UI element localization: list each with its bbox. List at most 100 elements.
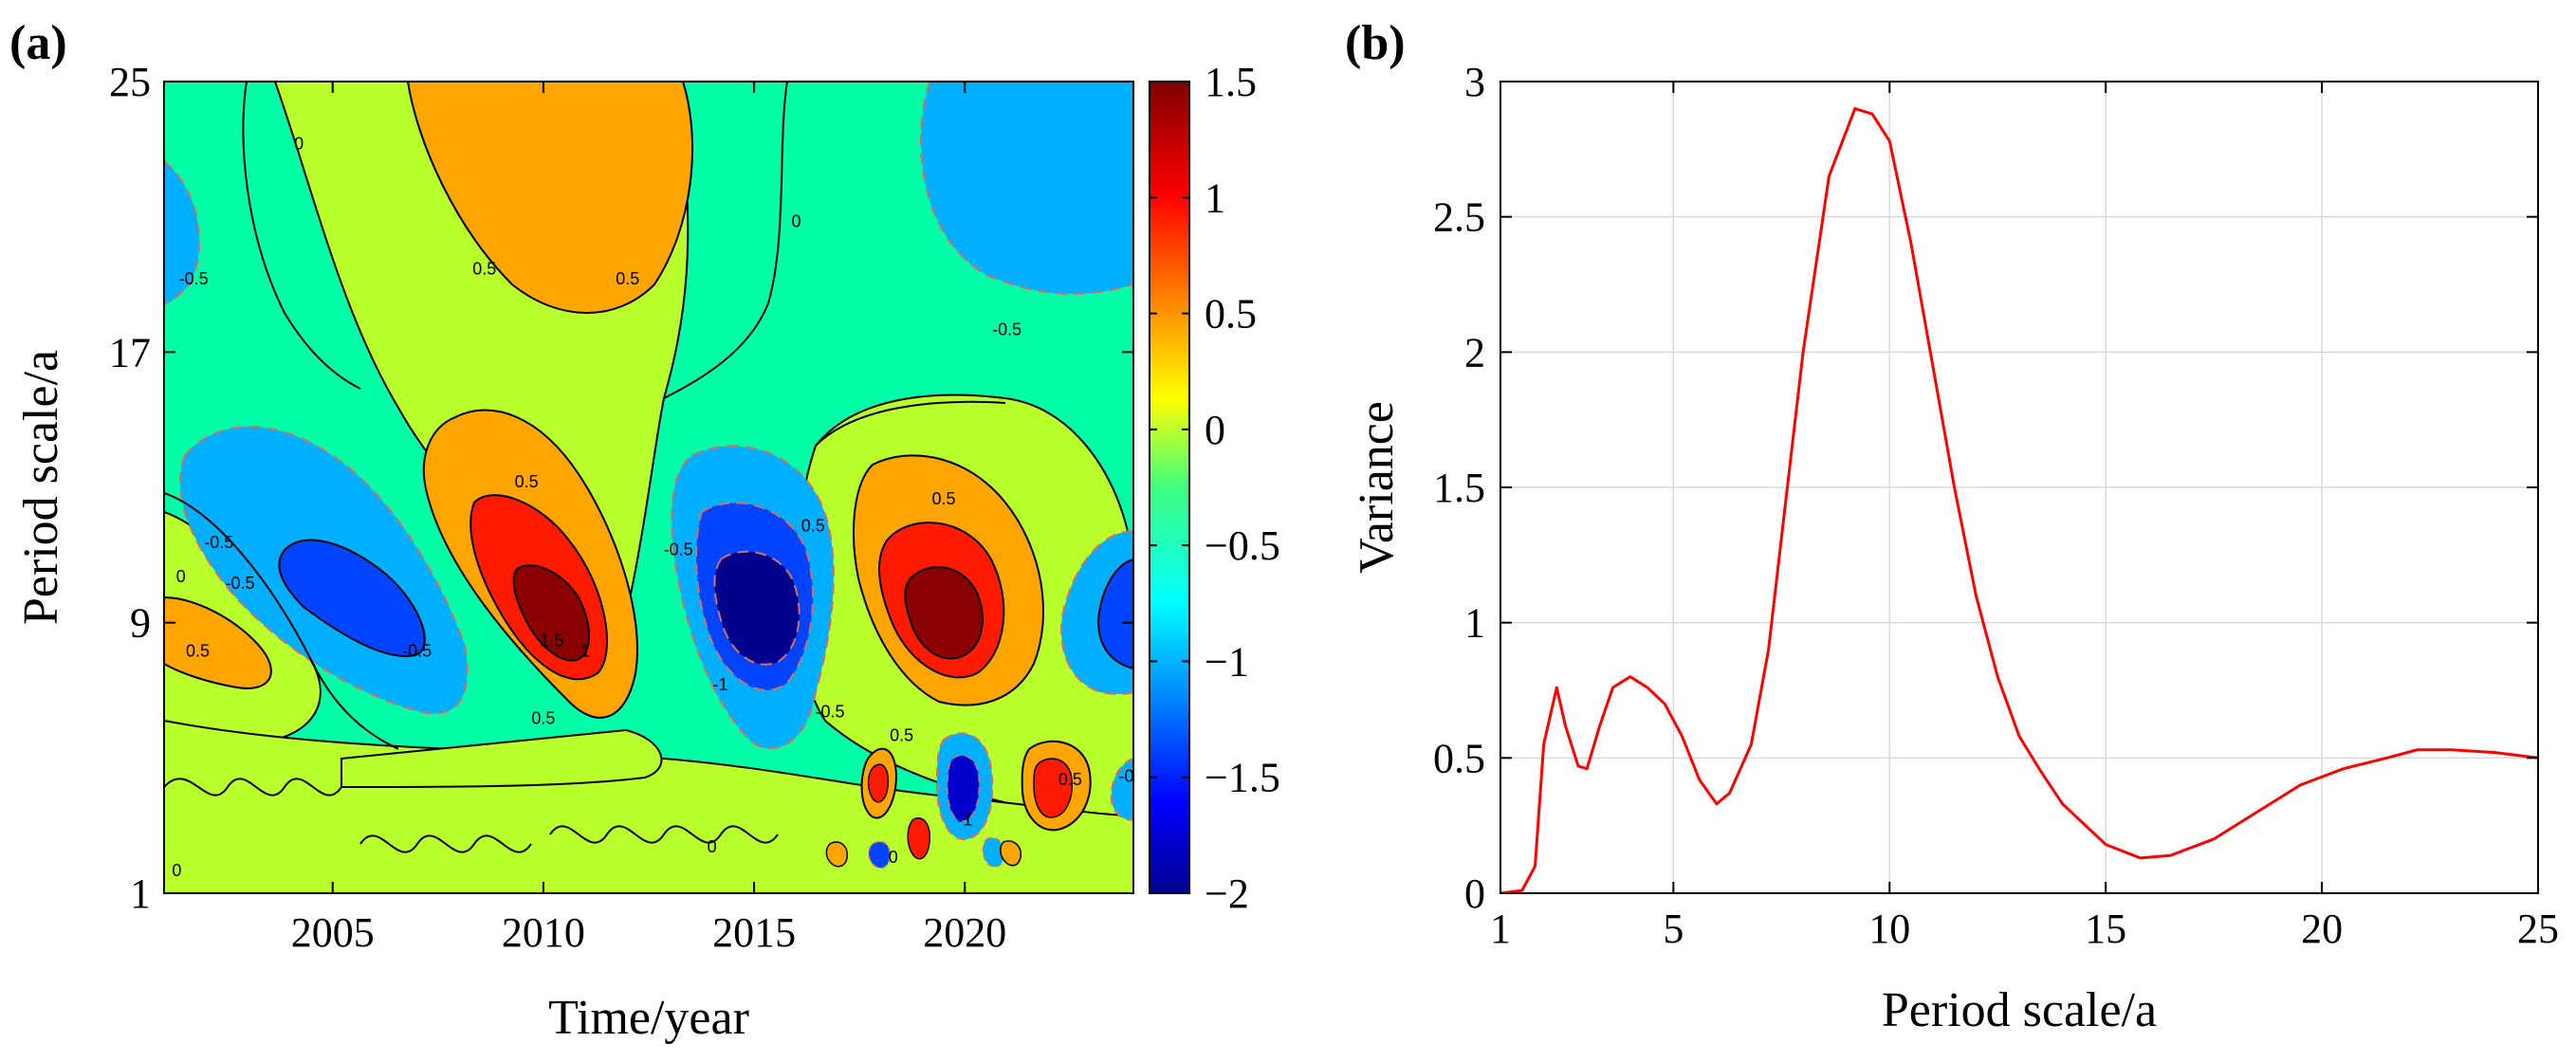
panel-a-frame: [163, 81, 1134, 894]
b-xtick-label: 10: [1868, 906, 1910, 952]
panel-b-plot: [1500, 107, 2538, 893]
b-xtick-label: 15: [2085, 906, 2126, 952]
contour-label: 0.5: [515, 472, 539, 491]
region-pos-tiny-2022: [1000, 840, 1021, 867]
a-ytick-label: 25: [109, 59, 151, 105]
colorbar-tick-label: −1: [1205, 638, 1249, 685]
contour-label: -1: [713, 675, 728, 694]
contour-label: -0.5: [204, 533, 233, 552]
zero-contour-right-band: [815, 400, 1006, 447]
contour-label: 0: [792, 211, 801, 230]
panel-b-label: (b): [1345, 16, 1406, 70]
variance-line: [1500, 107, 2538, 893]
b-xtick-label: 5: [1663, 906, 1684, 952]
b-ytick-label: 3: [1464, 59, 1485, 105]
contour-label: -0.5: [664, 540, 693, 558]
contour-label: 0.5: [932, 489, 956, 508]
colorbar-tick-label: 1: [1205, 174, 1225, 221]
panel-a-label: (a): [9, 16, 67, 70]
zero-contour-left-band: [164, 492, 399, 750]
a-xtick-label: 2005: [291, 909, 375, 956]
colorbar-tick-label: 0.5: [1205, 291, 1257, 338]
a-xtick-label: 2010: [502, 909, 585, 956]
zero-contour-long-mid: [663, 82, 788, 399]
contour-label: 0.5: [890, 726, 913, 745]
contour-label: 0.5: [472, 259, 496, 278]
contour-label: -0.5: [225, 574, 254, 593]
region-pos-small-2022-core: [1033, 758, 1073, 818]
colorbar: 1.5 1 0.5 0 −0.5 −1 −1.5 −2: [1149, 59, 1280, 917]
region-pos-2002-lobe: [164, 595, 272, 689]
panel-a-xlabel: Time/year: [548, 991, 749, 1045]
contour-label: 1: [580, 641, 590, 660]
contour-label: -0.5: [992, 320, 1021, 339]
b-xtick-label: 25: [2517, 906, 2559, 952]
contour-label: 0: [708, 837, 717, 856]
contour-label: -0.5: [816, 703, 845, 722]
panel-a-axes: 2005 2010 2015 2020 1 9 17 25: [109, 59, 1133, 956]
region-neg-long-right: [919, 82, 1133, 295]
b-ytick-label: 2: [1464, 329, 1485, 375]
colorbar-tick-label: −2: [1205, 870, 1249, 917]
region-neg-2005-inner: [278, 539, 426, 657]
contour-label: -1: [957, 811, 972, 830]
colorbar-tick-label: −0.5: [1205, 522, 1280, 569]
a-ytick-label: 1: [130, 870, 151, 917]
contour-label: 0: [294, 134, 304, 153]
contour-label: 0.5: [801, 516, 825, 535]
colorbar-tick-label: −1.5: [1205, 755, 1280, 801]
panel-a: (a): [9, 16, 1280, 1045]
panel-b-grid: [1500, 81, 2539, 894]
region-pos-2010-core: [512, 564, 590, 662]
wavelet-field: [164, 82, 1133, 893]
region-neg-long-left: [164, 159, 201, 305]
contour-label: -0.5: [402, 641, 432, 660]
contour-label: 1.5: [540, 632, 563, 650]
b-ytick-label: 0.5: [1433, 735, 1485, 781]
colorbar-tick-label: 1.5: [1205, 59, 1257, 105]
a-ytick-label: 9: [130, 600, 151, 647]
contour-label: 0.5: [616, 269, 639, 288]
region-pos-small-2018-core: [867, 763, 890, 803]
contour-label: 0: [889, 848, 898, 867]
b-ytick-label: 0: [1464, 870, 1485, 917]
contour-label: -0.5: [179, 269, 209, 288]
contour-label: -0.5: [1118, 766, 1148, 785]
zero-contour-long-left: [242, 82, 361, 390]
region-neg-tiny-2018: [868, 840, 891, 870]
b-ytick-label: 2.5: [1433, 194, 1485, 241]
contour-labels: 0 -0.5 0.5 0.5 0 -0.5 -0.5 0 -0.5 0.5 -0.5 0.5 0.5 11…: [172, 134, 1148, 880]
region-pos-05-lower-left: [340, 728, 663, 789]
panel-b-ylabel: Variance: [1350, 401, 1404, 574]
panel-b-xlabel: Period scale/a: [1882, 983, 2157, 1037]
a-ytick-label: 17: [109, 329, 151, 375]
region-pos-2020-core: [904, 566, 984, 660]
a-xtick-label: 2015: [712, 909, 796, 956]
panel-a-ylabel: Period scale/a: [14, 350, 68, 625]
b-xtick-label: 20: [2301, 906, 2343, 952]
contour-label: 0: [176, 567, 186, 586]
region-neg-small-2024: [1110, 757, 1133, 822]
contour-label: 0.5: [1058, 770, 1082, 789]
region-neg-2024-inner: [1096, 558, 1133, 670]
region-neg-2015-core: [713, 550, 800, 666]
region-neg-tiny-2021: [982, 837, 1005, 868]
colorbar-gradient: [1149, 81, 1190, 894]
region-neg-small-2020-core: [947, 754, 981, 822]
zero-contour-wiggles: [164, 778, 779, 853]
region-pos-tiny-2019: [907, 817, 930, 860]
colorbar-tick-label: 0: [1205, 407, 1225, 453]
b-ytick-label: 1.5: [1433, 465, 1485, 511]
contour-label: 0.5: [531, 709, 555, 728]
contour-label: 0: [172, 861, 181, 880]
region-pos-tiny-2017: [825, 841, 848, 868]
b-xtick-label: 1: [1490, 906, 1511, 952]
b-ytick-label: 1: [1464, 600, 1485, 647]
region-pos-long-orange: [406, 82, 693, 314]
a-xtick-label: 2020: [923, 909, 1006, 956]
contour-label: 0.5: [186, 641, 210, 660]
